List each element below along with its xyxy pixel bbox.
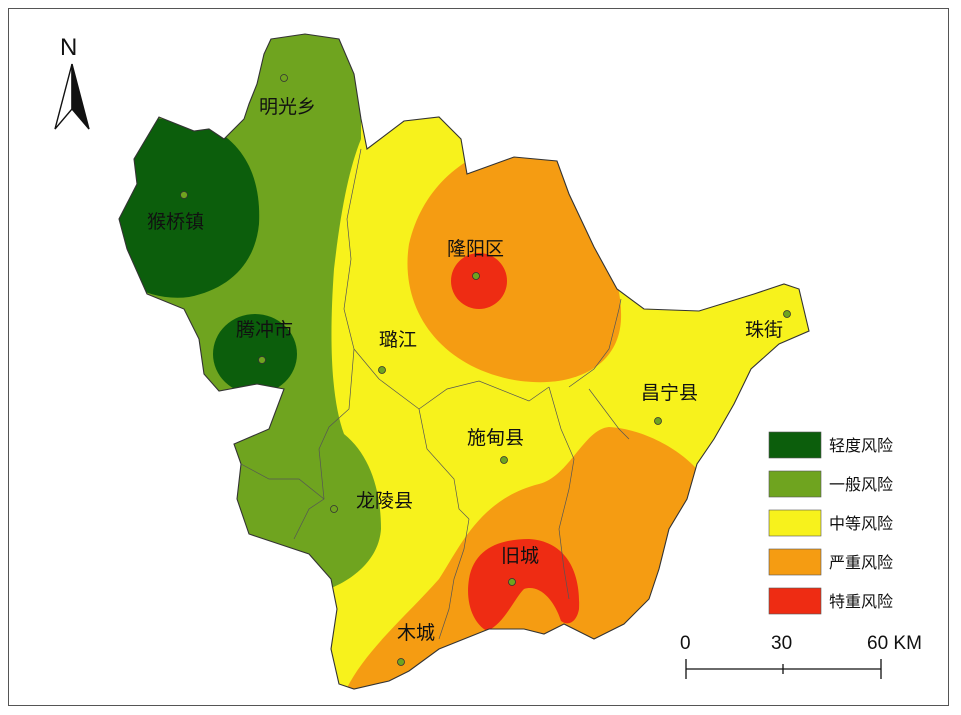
risk-map: 明光乡 猴桥镇 腾冲市 隆阳区 璐江 珠街 昌宁县 施甸县 <box>54 33 922 690</box>
place-lujiang: 璐江 <box>378 329 417 374</box>
north-label: N <box>60 34 77 61</box>
legend-swatch <box>768 431 822 459</box>
place-label-shidian: 施甸县 <box>467 427 524 449</box>
place-longling: 龙陵县 <box>330 490 413 513</box>
north-arrow-right-icon <box>71 63 90 130</box>
place-zhujie: 珠街 <box>745 310 791 341</box>
place-label-tengchong: 腾冲市 <box>236 319 293 341</box>
place-label-mingguang: 明光乡 <box>259 96 316 118</box>
place-mingguang: 明光乡 <box>259 74 316 118</box>
scale-tick-0: 0 <box>680 633 691 654</box>
place-label-changning: 昌宁县 <box>641 382 698 404</box>
county-boundaries <box>240 148 630 640</box>
place-tengchong: 腾冲市 <box>236 319 293 364</box>
scale-bar-line <box>685 659 882 679</box>
legend-item-extreme: 特重风险 <box>768 587 893 615</box>
place-label-longyang: 隆阳区 <box>447 238 504 260</box>
legend-swatch <box>768 548 822 576</box>
legend-swatch <box>768 509 822 537</box>
place-label-mucheng: 木城 <box>397 622 435 644</box>
legend-label: 中等风险 <box>829 514 893 533</box>
place-shidian: 施甸县 <box>467 427 524 464</box>
place-dot <box>397 658 405 666</box>
place-dot <box>378 366 386 374</box>
legend-label: 轻度风险 <box>829 436 893 455</box>
place-dot <box>783 310 791 318</box>
place-label-houqiao: 猴桥镇 <box>147 211 204 233</box>
zone-mild-risk-tengchong <box>213 314 297 394</box>
north-arrow: N <box>54 34 90 130</box>
legend-item-mild: 轻度风险 <box>768 431 893 459</box>
place-dot <box>330 505 338 513</box>
place-jiucheng: 旧城 <box>501 545 539 586</box>
place-dot <box>258 356 266 364</box>
legend-swatch <box>768 587 822 615</box>
legend: 轻度风险 一般风险 中等风险 严重风险 特重风险 <box>768 431 893 615</box>
legend-item-moderate: 中等风险 <box>768 509 893 537</box>
legend-item-general: 一般风险 <box>768 470 893 498</box>
scale-tick-30: 30 <box>771 633 792 654</box>
place-longyang: 隆阳区 <box>447 238 504 280</box>
place-dot <box>280 74 288 82</box>
place-mucheng: 木城 <box>397 622 435 666</box>
place-label-jiucheng: 旧城 <box>501 545 539 567</box>
place-dot <box>654 417 662 425</box>
zone-extreme-risk-south <box>468 539 580 631</box>
zone-extreme-risk-north <box>451 253 507 309</box>
legend-label: 严重风险 <box>829 553 893 572</box>
place-markers: 明光乡 猴桥镇 腾冲市 隆阳区 璐江 珠街 昌宁县 施甸县 <box>147 74 791 666</box>
place-houqiao: 猴桥镇 <box>147 191 204 233</box>
place-dot <box>472 272 480 280</box>
legend-label: 特重风险 <box>829 592 893 611</box>
map-frame: 明光乡 猴桥镇 腾冲市 隆阳区 璐江 珠街 昌宁县 施甸县 <box>8 8 949 706</box>
place-dot <box>508 578 516 586</box>
legend-label: 一般风险 <box>829 475 893 494</box>
place-label-lujiang: 璐江 <box>379 329 417 351</box>
north-arrow-left-icon <box>54 63 73 130</box>
legend-swatch <box>768 470 822 498</box>
place-dot <box>500 456 508 464</box>
scale-tick-60: 60 KM <box>867 633 922 654</box>
zone-severe-risk-north <box>407 139 622 383</box>
place-dot <box>180 191 188 199</box>
scale-bar: 0 30 60 KM <box>680 633 922 679</box>
place-label-longling: 龙陵县 <box>356 490 413 512</box>
place-changning: 昌宁县 <box>641 382 698 425</box>
legend-item-severe: 严重风险 <box>768 548 893 576</box>
place-label-zhujie: 珠街 <box>745 319 783 341</box>
zone-mild-risk-houqiao <box>119 109 260 298</box>
